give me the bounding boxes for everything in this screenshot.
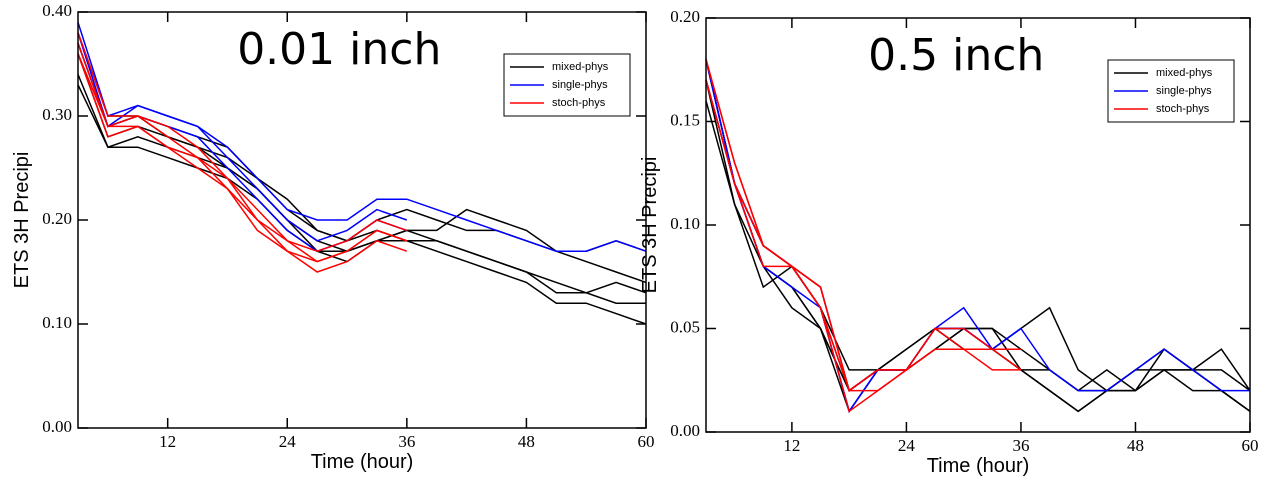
x-tick-label: 12 — [783, 436, 800, 455]
x-tick-label: 36 — [398, 432, 415, 451]
legend-label: stoch-phys — [552, 97, 606, 109]
legend-label: single-phys — [1156, 85, 1212, 97]
y-axis-label: ETS 3H Precipi — [639, 157, 661, 294]
y-tick-label: 0.00 — [42, 417, 72, 436]
x-tick-label: 48 — [518, 432, 535, 451]
legend: mixed-phys single-phys stoch-phys — [1107, 59, 1235, 123]
series-line — [77, 32, 408, 242]
x-tick-label: 12 — [159, 432, 176, 451]
legend-label: stoch-phys — [1156, 103, 1210, 115]
series-line — [705, 100, 1251, 392]
y-tick-label: 0.00 — [670, 421, 700, 440]
y-tick-label: 0.30 — [42, 105, 72, 124]
x-tick-label: 48 — [1127, 436, 1144, 455]
legend: mixed-phys single-phys stoch-phys — [503, 53, 631, 117]
legend-label: mixed-phys — [552, 61, 609, 73]
y-tick-label: 0.20 — [670, 7, 700, 26]
series-line — [705, 79, 1251, 413]
x-axis-label: Time (hour) — [311, 451, 414, 473]
series-line — [77, 53, 408, 263]
y-tick-label: 0.15 — [670, 110, 700, 129]
y-tick-label: 0.10 — [42, 313, 72, 332]
y-tick-label: 0.05 — [670, 317, 700, 336]
y-tick-label: 0.20 — [42, 209, 72, 228]
series-line — [705, 79, 1021, 392]
series-line — [77, 32, 408, 252]
series-line — [77, 53, 408, 273]
y-tick-label: 0.10 — [670, 214, 700, 233]
chart-title: 0.5 inch — [868, 30, 1044, 81]
series-line — [705, 59, 1021, 392]
y-axis-label: ETS 3H Precipi — [11, 152, 33, 289]
x-tick-label: 24 — [279, 432, 297, 451]
x-tick-label: 36 — [1012, 436, 1029, 455]
legend-label: mixed-phys — [1156, 67, 1213, 79]
legend-label: single-phys — [552, 79, 608, 91]
x-tick-label: 60 — [1242, 436, 1259, 455]
x-tick-label: 60 — [638, 432, 655, 451]
y-tick-label: 0.40 — [42, 1, 72, 20]
x-axis-label: Time (hour) — [927, 455, 1030, 477]
series-line — [77, 42, 408, 263]
chart-title: 0.01 inch — [237, 24, 441, 75]
x-tick-label: 24 — [898, 436, 916, 455]
series-line — [705, 79, 1251, 413]
series-line — [705, 79, 1022, 413]
